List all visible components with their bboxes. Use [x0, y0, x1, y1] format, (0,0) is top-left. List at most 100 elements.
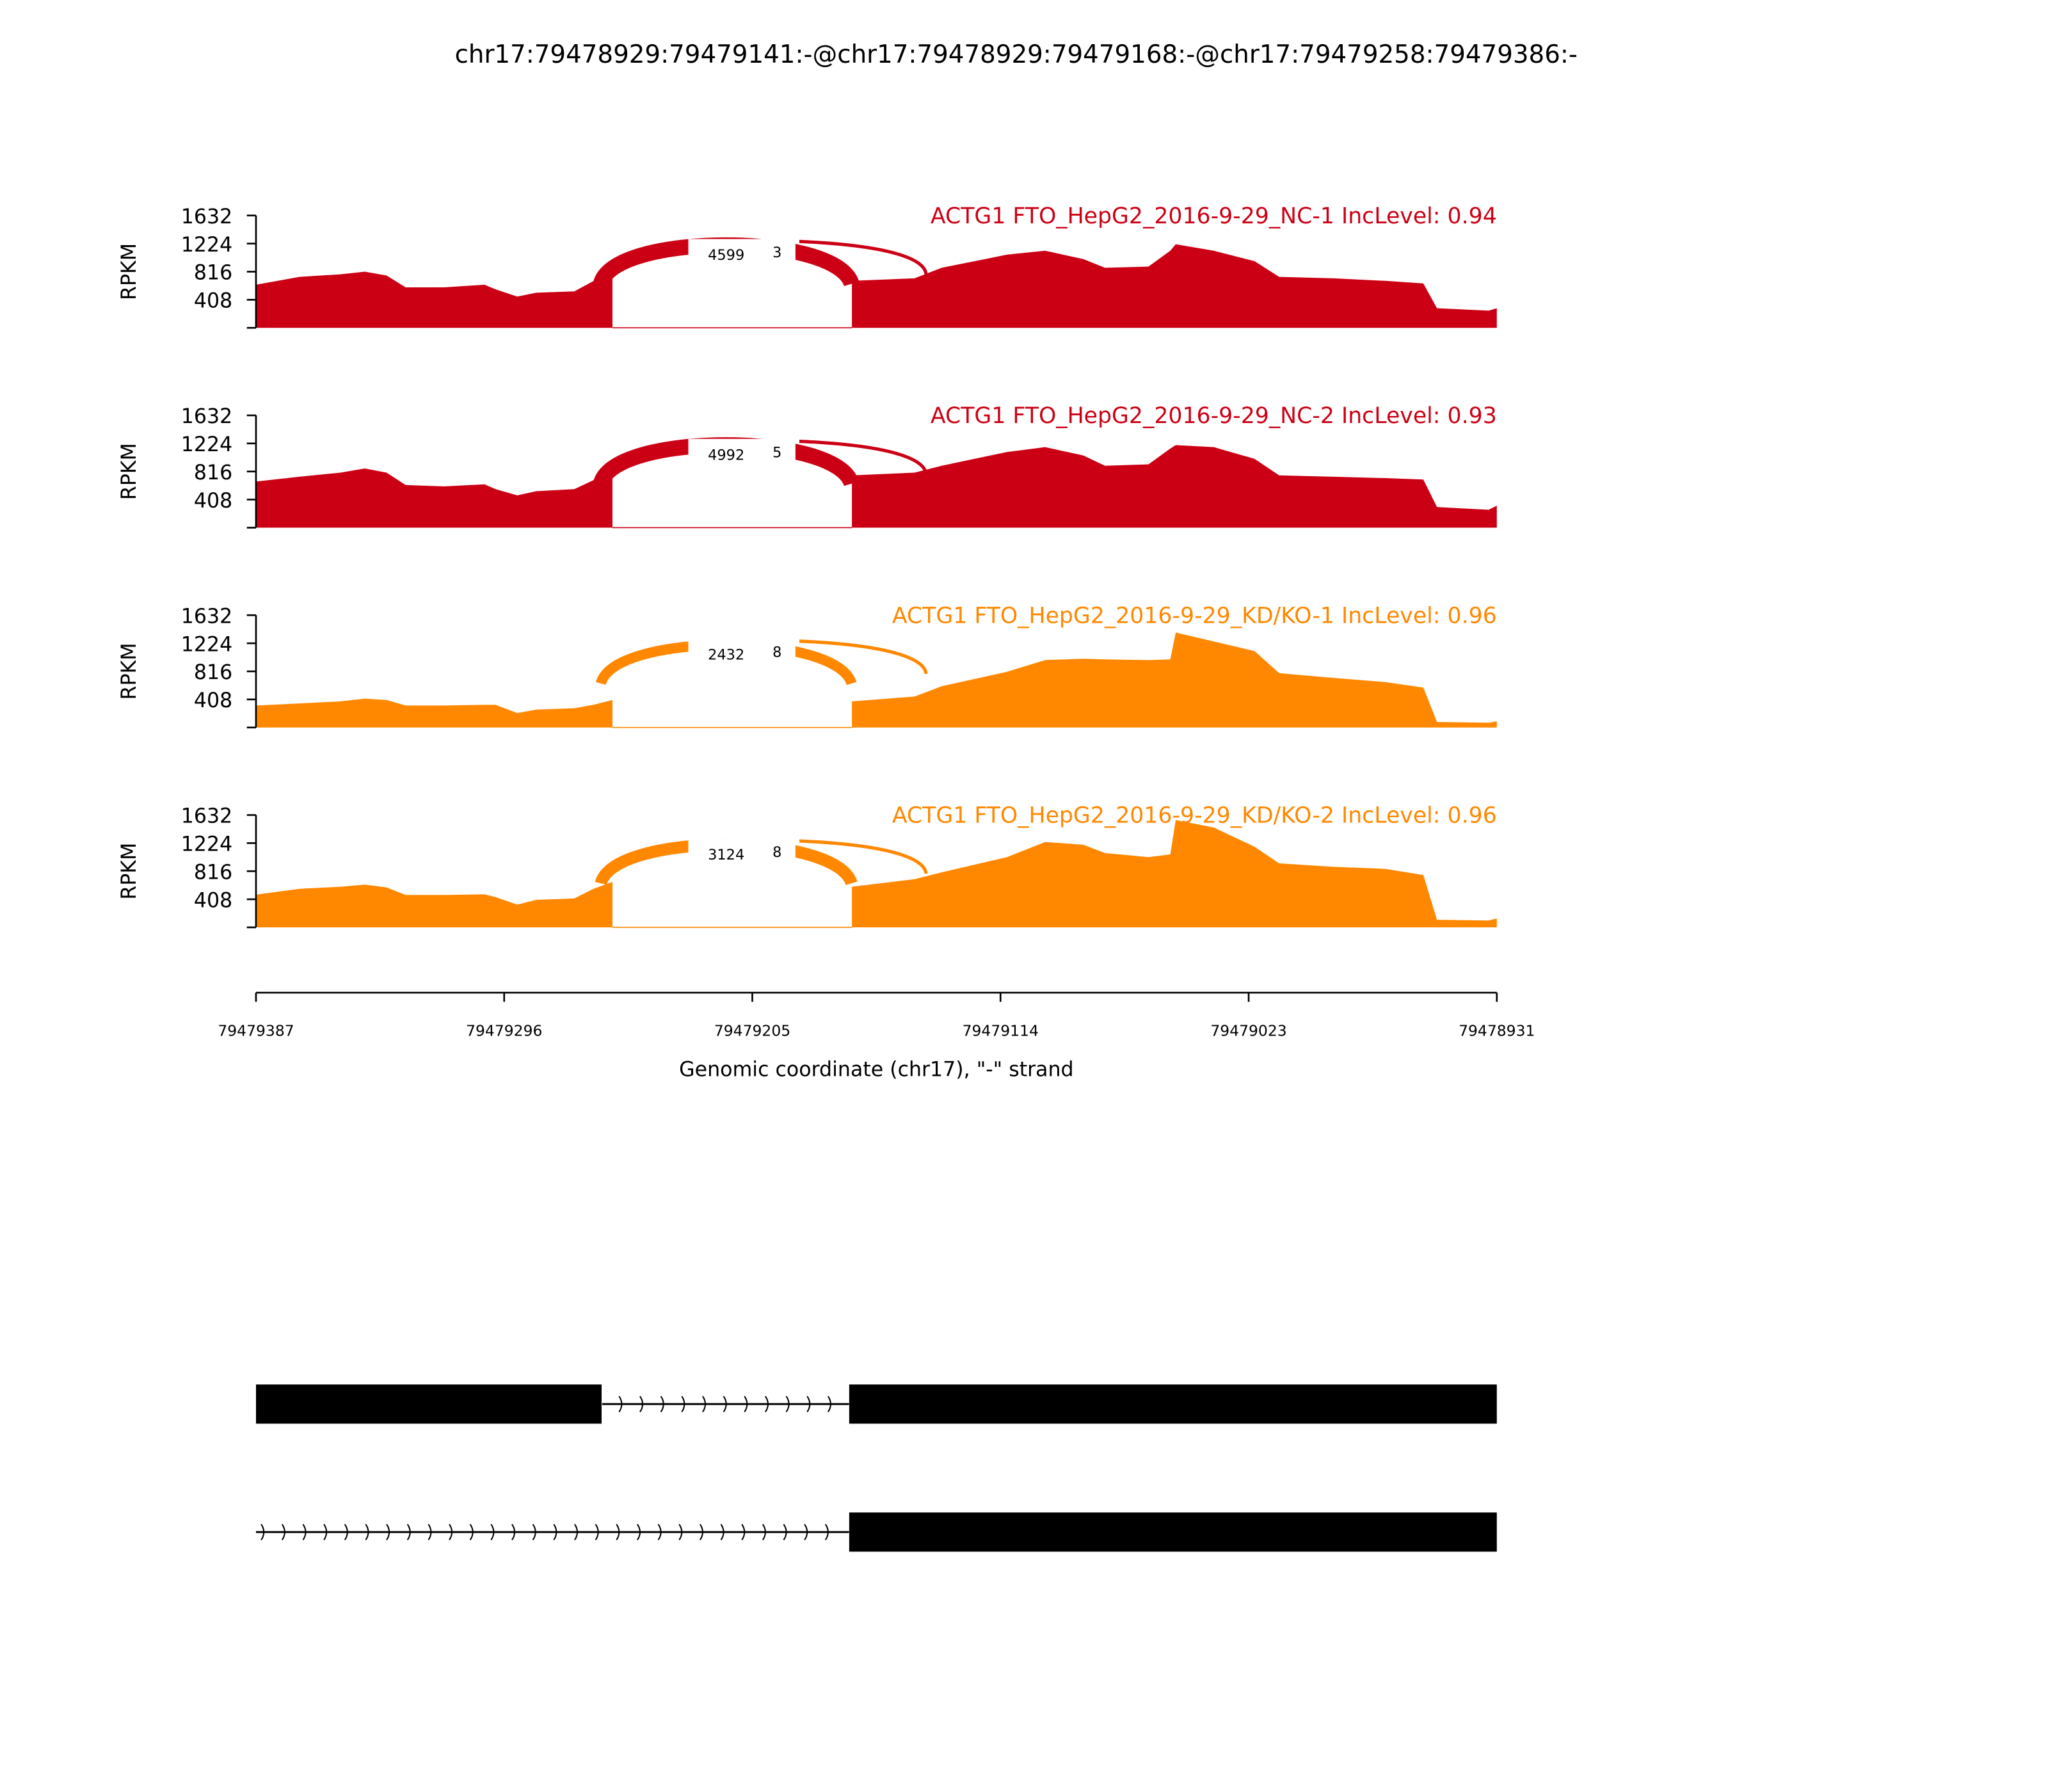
coverage-panels: 4599 3 408 816 1224 1632 RPKM ACTG1 FTO_HepG2_2…	[118, 204, 1497, 929]
y-axis-label: RPKM	[118, 443, 141, 500]
strand-chevron-icon	[323, 1524, 328, 1540]
strand-chevron-icon	[785, 1396, 790, 1412]
y-tick-label: 408	[194, 490, 232, 513]
coverage-area	[256, 445, 1497, 528]
strand-chevron-icon	[386, 1524, 390, 1540]
strand-chevron-icon	[702, 1396, 707, 1412]
y-axis-label: RPKM	[118, 643, 141, 700]
strand-chevron-icon	[449, 1524, 453, 1540]
strand-chevron-icon	[804, 1524, 808, 1540]
gene-model-2	[256, 1512, 1497, 1552]
strand-chevron-icon	[744, 1396, 748, 1412]
x-axis-label: Genomic coordinate (chr17), "-" strand	[679, 1059, 1074, 1082]
strand-chevron-icon	[553, 1524, 557, 1540]
strand-chevron-icon	[260, 1524, 265, 1540]
panel-1: 4599 3 408 816 1224 1632 RPKM ACTG1 FTO_HepG2_2…	[118, 204, 1497, 329]
junction-label-bg	[688, 438, 796, 463]
strand-chevron-icon	[428, 1524, 432, 1540]
y-tick-label: 1224	[181, 234, 232, 257]
y-tick-label: 816	[194, 861, 232, 884]
strand-chevron-icon	[595, 1524, 599, 1540]
skipping-junction-arc	[799, 439, 928, 475]
strand-chevron-icon	[678, 1524, 683, 1540]
y-tick-label: 816	[194, 461, 232, 484]
coverage-area	[256, 820, 1497, 927]
junction-label-bg	[688, 239, 796, 263]
strand-chevron-icon	[406, 1524, 411, 1540]
strand-chevron-icon	[762, 1524, 766, 1540]
strand-chevron-icon	[660, 1396, 664, 1412]
strand-chevron-icon	[490, 1524, 495, 1540]
coverage-area	[256, 244, 1497, 328]
strand-chevron-icon	[532, 1524, 536, 1540]
inclusion-junction-count: 2432	[708, 647, 744, 664]
y-tick-label: 1632	[181, 205, 232, 228]
exon-block	[849, 1512, 1497, 1552]
strand-chevron-icon	[828, 1396, 831, 1412]
strand-chevron-icon	[765, 1396, 769, 1412]
skipping-junction-count: 8	[772, 844, 781, 861]
sample-label: ACTG1 FTO_HepG2_2016-9-29_NC-1 IncLevel:…	[931, 204, 1497, 229]
panel-4: 3124 8 408 816 1224 1632 RPKM ACTG1 FTO_HepG2_2…	[118, 803, 1497, 929]
exon-block	[849, 1384, 1497, 1424]
strand-chevron-icon	[741, 1524, 746, 1540]
y-tick-label: 1224	[181, 433, 232, 456]
x-ticks: 79479387 79479296 79479205 79479114 79479023…	[218, 993, 1535, 1039]
panel-2: 4992 5 408 816 1224 1632 RPKM ACTG1 FTO_HepG2_2…	[118, 403, 1497, 529]
x-axis: 79479387 79479296 79479205 79479114 79479023…	[218, 991, 1535, 1082]
x-tick-label: 79478931	[1459, 1021, 1535, 1039]
gene-models	[256, 1384, 1497, 1552]
y-tick-label: 408	[194, 689, 232, 712]
skipping-junction-arc	[799, 839, 928, 874]
strand-chevron-icon	[344, 1524, 348, 1540]
y-tick-label: 816	[194, 661, 232, 684]
strand-chevron-icon	[639, 1396, 644, 1412]
strand-chevron-icon	[723, 1396, 727, 1412]
junction-label-bg	[688, 638, 796, 662]
x-tick-label: 79479387	[218, 1021, 294, 1039]
strand-chevron-icon	[302, 1524, 307, 1540]
skipping-junction-count: 5	[772, 444, 781, 461]
chart-title: chr17:79478929:79479141:-@chr17:79478929…	[455, 40, 1578, 69]
y-tick-label: 1224	[181, 833, 232, 856]
inclusion-junction-count: 4599	[708, 247, 744, 264]
y-tick-label: 1632	[181, 405, 232, 428]
strand-chevron-icon	[469, 1524, 474, 1540]
strand-chevron-icon	[824, 1524, 829, 1540]
strand-chevron-icon	[681, 1396, 685, 1412]
sample-label: ACTG1 FTO_HepG2_2016-9-29_NC-2 IncLevel:…	[931, 403, 1497, 429]
strand-chevron-icon	[700, 1524, 703, 1540]
y-axis-label: RPKM	[118, 843, 141, 900]
skipping-junction-arc	[799, 239, 928, 275]
inclusion-junction-count: 4992	[708, 447, 744, 463]
strand-chevron-icon	[720, 1524, 724, 1540]
exon-block	[256, 1384, 602, 1424]
y-tick-label: 408	[194, 889, 232, 912]
x-tick-label: 79479205	[714, 1021, 790, 1039]
y-tick-label: 1632	[181, 805, 232, 828]
strand-chevron-icon	[657, 1524, 662, 1540]
coverage-area	[256, 632, 1497, 728]
strand-chevron-icon	[618, 1396, 623, 1412]
strand-chevron-icon	[365, 1524, 369, 1540]
inclusion-junction-count: 3124	[708, 847, 744, 863]
y-tick-label: 816	[194, 262, 232, 285]
skipping-junction-count: 8	[772, 644, 781, 661]
x-tick-label: 79479023	[1210, 1021, 1286, 1039]
strand-chevron-icon	[574, 1524, 579, 1540]
skipping-junction-count: 3	[772, 244, 781, 261]
sample-label: ACTG1 FTO_HepG2_2016-9-29_KD/KO-1 IncLev…	[892, 603, 1497, 628]
panel-3: 2432 8 408 816 1224 1632 RPKM ACTG1 FTO_HepG2_2…	[118, 603, 1497, 729]
x-tick-label: 79479296	[466, 1021, 542, 1039]
strand-chevron-icon	[511, 1524, 516, 1540]
y-axis-label: RPKM	[118, 243, 141, 300]
strand-chevron-icon	[616, 1524, 620, 1540]
strand-chevron-icon	[783, 1524, 787, 1540]
sample-label: ACTG1 FTO_HepG2_2016-9-29_KD/KO-2 IncLev…	[892, 803, 1497, 829]
strand-chevron-icon	[806, 1396, 811, 1412]
strand-chevron-icon	[637, 1524, 641, 1540]
x-tick-label: 79479114	[963, 1021, 1039, 1039]
junction-label-bg	[688, 838, 796, 862]
skipping-junction-arc	[799, 639, 928, 675]
